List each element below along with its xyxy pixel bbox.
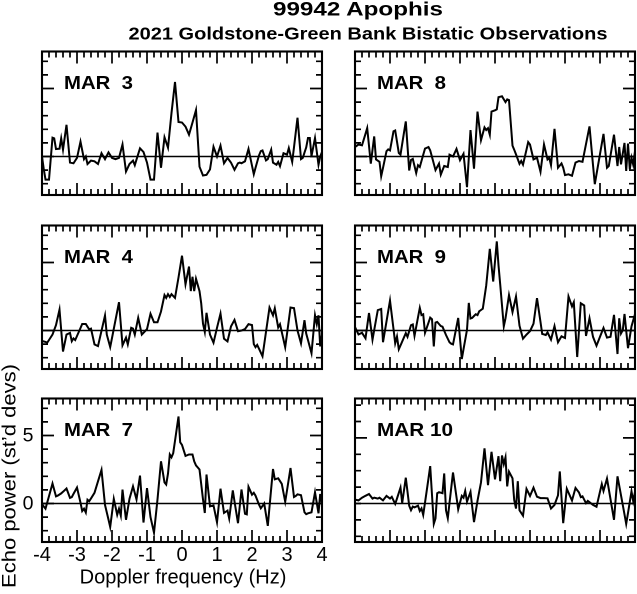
svg-text:MAR 9: MAR 9 [377, 247, 446, 267]
svg-text:4: 4 [316, 544, 327, 566]
svg-text:MAR 8: MAR 8 [377, 73, 446, 93]
svg-text:1: 1 [211, 544, 222, 566]
svg-text:3: 3 [281, 544, 292, 566]
svg-text:2021 Goldstone-Green Bank Bist: 2021 Goldstone-Green Bank Bistatic Obser… [129, 24, 608, 44]
svg-text:Doppler frequency (Hz): Doppler frequency (Hz) [80, 567, 287, 589]
svg-text:-1: -1 [138, 544, 156, 566]
svg-text:99942 Apophis: 99942 Apophis [273, 0, 443, 21]
svg-text:MAR 10: MAR 10 [377, 420, 453, 440]
svg-text:MAR 4: MAR 4 [64, 247, 133, 267]
svg-text:5: 5 [23, 425, 34, 447]
svg-text:MAR 7: MAR 7 [64, 420, 133, 440]
svg-text:-2: -2 [103, 544, 121, 566]
svg-text:-3: -3 [68, 544, 86, 566]
svg-text:Echo power (st’d devs): Echo power (st’d devs) [0, 364, 21, 588]
svg-text:0: 0 [23, 493, 34, 515]
svg-text:-4: -4 [33, 544, 51, 566]
svg-text:MAR 3: MAR 3 [64, 73, 133, 93]
svg-text:0: 0 [176, 544, 187, 566]
svg-text:2: 2 [246, 544, 257, 566]
